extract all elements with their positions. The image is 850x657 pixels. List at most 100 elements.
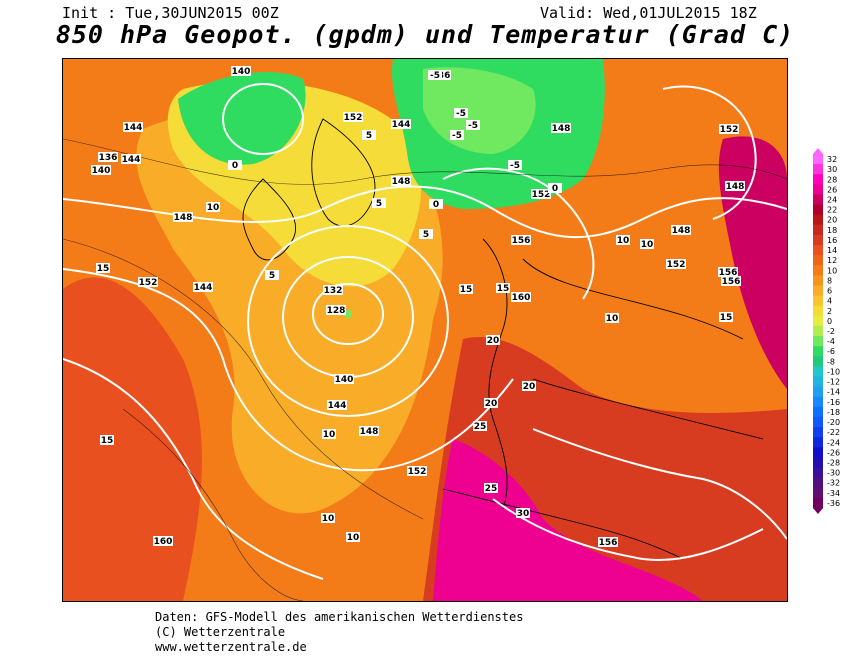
geopotential-label-box (511, 235, 531, 245)
temperature-label: 0 (232, 161, 238, 171)
geopotential-label: 148 (360, 427, 379, 437)
legend-label: 2 (827, 307, 832, 316)
legend-swatch (813, 204, 823, 216)
geopotential-label: 128 (327, 306, 346, 316)
geopotential-label-box (598, 537, 618, 547)
temperature-label: 10 (322, 514, 335, 524)
legend-top-arrow (813, 148, 823, 154)
credits-website[interactable]: www.wetterzentrale.de (155, 640, 307, 654)
temperature-label: 10 (347, 533, 360, 543)
temperature-label-box (459, 284, 473, 294)
geopotential-label-box (531, 189, 551, 199)
temperature-label: 15 (97, 264, 110, 274)
legend-label: 18 (827, 226, 837, 235)
legend-label: -16 (827, 398, 840, 407)
legend-label: -10 (827, 367, 840, 376)
legend-swatch (813, 346, 823, 357)
legend-label: 24 (827, 196, 837, 205)
geopotential-label-box (721, 276, 741, 286)
legend-label: -32 (827, 479, 840, 488)
legend-label: 22 (827, 206, 837, 215)
legend-swatch (813, 427, 823, 438)
temperature-label: 20 (485, 399, 498, 409)
geopotential-label: 148 (392, 177, 411, 187)
geopotential-label-box (334, 374, 354, 384)
temperature-label-box (419, 229, 433, 239)
temperature-label: -5 (456, 109, 466, 119)
legend-swatch (813, 245, 823, 256)
geopotential-label: 140 (92, 166, 111, 176)
geopotential-label-box (123, 122, 143, 132)
legend-label: 4 (827, 297, 832, 306)
geopotential-label-box (173, 212, 193, 222)
legend-label: -34 (827, 489, 840, 498)
geopotential-label: 152 (720, 125, 739, 135)
legend-label: -20 (827, 418, 840, 427)
temperature-label: 25 (485, 484, 498, 494)
legend-swatch (813, 467, 823, 479)
legend-swatch (813, 457, 823, 469)
temperature-label: 15 (720, 313, 733, 323)
geopotential-label: 156 (722, 277, 741, 287)
geopotential-label: 152 (532, 190, 551, 200)
legend-label: -28 (827, 458, 840, 467)
temperature-label-box (466, 120, 480, 130)
legend-swatch (813, 164, 823, 175)
geopotential-label: 156 (719, 268, 738, 278)
geopotential-label-box (359, 426, 379, 436)
legend-swatch (813, 487, 823, 499)
temperature-label-box (605, 313, 619, 323)
temperature-label: 0 (552, 184, 558, 194)
temperature-label-box (346, 532, 360, 542)
legend-label: -22 (827, 428, 840, 437)
geopotential-label: 132 (324, 286, 343, 296)
map-labels: 140 136 144 152 148 144 148 152 156 160 132 128 140 1… (91, 66, 745, 548)
temperature-label-box (616, 235, 630, 245)
temperature-label-box (372, 198, 386, 208)
legend-label: 32 (827, 155, 837, 164)
legend-swatch (813, 325, 823, 337)
temperature-label: -5 (468, 121, 478, 131)
geopotential-label-box (138, 277, 158, 287)
legend-swatch (813, 416, 823, 428)
temperature-label-box (428, 70, 442, 80)
geopotential-label-box (121, 154, 141, 164)
temperature-label: 10 (207, 203, 220, 213)
temperature-label-box (496, 283, 510, 293)
legend-swatch (813, 174, 823, 185)
temperature-label-box (484, 483, 498, 493)
legend-label: -6 (827, 347, 835, 356)
legend-swatch (813, 447, 823, 458)
legend-label: -8 (827, 357, 835, 366)
weather-map: 140 136 144 152 148 144 148 152 156 160 132 128 140 1… (62, 58, 788, 602)
geopotential-label: 152 (408, 467, 427, 477)
legend-label: 16 (827, 236, 837, 245)
temperature-label: 20 (523, 382, 536, 392)
temperature-label-box (486, 335, 500, 345)
legend-swatch (813, 376, 823, 388)
legend-label: 6 (827, 287, 832, 296)
legend-swatch (813, 265, 823, 276)
temperature-label: 25 (474, 422, 487, 432)
geopotential-label: 140 (232, 67, 251, 77)
legend-label: 26 (827, 185, 837, 194)
temperature-label-box (429, 199, 443, 209)
legend-swatch (813, 295, 823, 307)
temperature-label-box (322, 429, 336, 439)
geopotential-label-box (725, 181, 745, 191)
credits-data-source: Daten: GFS-Modell des amerikanischen Wet… (155, 610, 524, 624)
isotherms (63, 138, 787, 601)
legend-swatch (813, 315, 823, 327)
legend-swatch (813, 437, 823, 448)
temperature-label-box (548, 183, 562, 193)
legend-swatch (813, 234, 823, 246)
geopotential-label: 144 (122, 155, 141, 165)
legend-label: 28 (827, 175, 837, 184)
temperature-label: 10 (606, 314, 619, 324)
temperature-label: -5 (452, 131, 462, 141)
legend-label: 12 (827, 256, 837, 265)
temperature-label-box (206, 202, 220, 212)
temperature-label-box (228, 160, 242, 170)
geopotential-label: 144 (392, 120, 411, 130)
geopotential-label-box (231, 66, 251, 76)
